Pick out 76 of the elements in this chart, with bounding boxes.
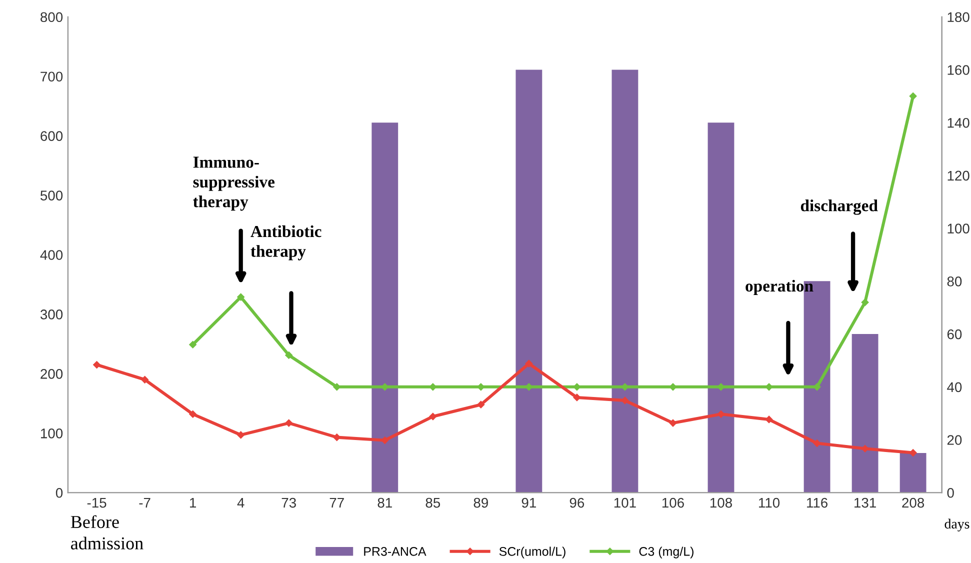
point <box>285 419 292 427</box>
x-tick-label: 81 <box>378 498 392 508</box>
y2-tick-label: 0 <box>947 488 954 498</box>
point <box>381 436 389 444</box>
point <box>813 440 821 447</box>
bar <box>708 122 734 493</box>
y2-tick-label: 120 <box>948 170 970 181</box>
annotation: Antibiotic therapy <box>250 225 322 260</box>
x-tick-label: 91 <box>522 498 536 508</box>
y2-tick-label: 20 <box>947 435 962 445</box>
y-tick-label: 500 <box>40 190 63 200</box>
point <box>573 383 581 391</box>
y-tick-label: 800 <box>40 12 63 22</box>
x-tick-label: 89 <box>474 498 488 508</box>
x-tick-label: -15 <box>87 498 106 508</box>
x-tick-label: 208 <box>902 498 924 508</box>
point <box>525 360 533 368</box>
point <box>477 383 485 391</box>
y2-tick-label: 60 <box>947 329 962 340</box>
annotation: discharged <box>800 200 878 215</box>
y2-tick-label: 140 <box>948 118 970 128</box>
point <box>669 383 677 391</box>
y2-tick-label: 100 <box>948 224 970 234</box>
bar <box>612 70 638 493</box>
x-tick-label: -7 <box>139 498 150 508</box>
x-tick-label: 85 <box>426 498 440 508</box>
x-tick-label: 108 <box>710 498 732 508</box>
point <box>669 419 677 427</box>
x-tick-label: 101 <box>614 498 636 508</box>
x-tick-label: 4 <box>237 498 244 508</box>
point <box>237 431 244 439</box>
x-tick-label: 106 <box>662 498 684 508</box>
text: Before admission <box>70 515 144 550</box>
point <box>429 412 437 420</box>
point <box>861 444 869 452</box>
legend-label: C3 (mg/L) <box>639 546 694 558</box>
x-tick-label: 110 <box>758 498 780 508</box>
y2-tick-label: 160 <box>948 65 970 75</box>
y2-tick-label: 180 <box>948 12 970 22</box>
y-tick-label: 100 <box>40 428 63 438</box>
y-tick-label: 700 <box>40 72 63 82</box>
point <box>717 410 725 418</box>
point <box>141 376 148 384</box>
x-tick-label: 77 <box>330 498 344 508</box>
point <box>909 92 917 100</box>
point <box>285 352 292 359</box>
point <box>861 298 869 306</box>
bar <box>516 70 542 493</box>
annotation: Immuno- suppressive therapy <box>193 156 275 211</box>
point <box>93 361 100 368</box>
x-tick-label: 96 <box>570 498 584 508</box>
x-tick-label: 1 <box>190 498 196 508</box>
y-tick-label: 0 <box>56 488 63 498</box>
y-tick-label: 600 <box>40 131 63 141</box>
bar <box>372 122 398 493</box>
point <box>573 394 581 402</box>
legend-label: SCr(umol/L) <box>499 546 566 558</box>
point <box>621 396 629 404</box>
bar <box>852 334 878 493</box>
x-tick-label: 73 <box>282 498 296 508</box>
point <box>765 383 773 391</box>
bar <box>900 452 926 493</box>
x-axis-title: days <box>944 518 970 532</box>
point <box>237 293 244 301</box>
y-tick-label: 400 <box>40 250 63 260</box>
y2-tick-label: 80 <box>947 276 962 286</box>
y2-tick-label: 40 <box>947 382 962 392</box>
point <box>477 400 485 408</box>
point <box>765 416 773 424</box>
point <box>189 340 196 348</box>
y-tick-label: 300 <box>40 310 63 320</box>
point <box>189 410 196 418</box>
x-tick-label: 131 <box>854 498 876 508</box>
legend-label: PR3-ANCA <box>364 547 426 556</box>
x-tick-label: 116 <box>807 498 828 508</box>
y-tick-label: 200 <box>40 369 63 379</box>
